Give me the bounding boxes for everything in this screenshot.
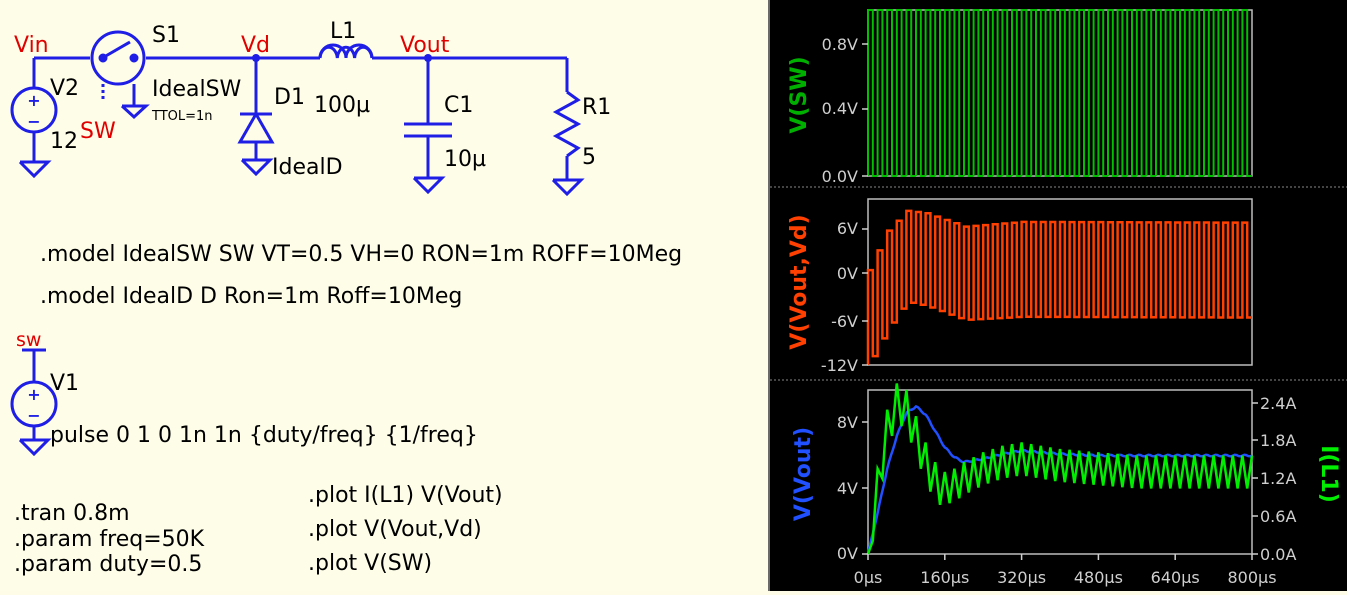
r1-value[interactable]: 5 (582, 145, 596, 170)
v2-minus-sign: − (27, 112, 40, 131)
waveform-canvas[interactable]: 0.8V 0.4V 0.0V V(SW) 6V 0V -6V -12V V(Vo… (770, 0, 1347, 591)
ylabel-vout-vd[interactable]: V(Vout,Vd) (787, 214, 812, 349)
ytick-vd-0: 0V (837, 264, 858, 283)
d1-model[interactable]: IdealD (272, 155, 343, 180)
trace-vout[interactable] (866, 404, 1253, 555)
net-label-vd[interactable]: Vd (241, 33, 270, 58)
plot-pane-vout-vd[interactable]: 6V 0V -6V -12V V(Vout,Vd) (787, 198, 1253, 375)
trace-vsw-path[interactable] (867, 9, 1252, 177)
r1-resistor-symbol[interactable] (552, 90, 582, 158)
directive-param-freq[interactable]: .param freq=50K (14, 527, 205, 552)
v1-plus-sign: + (27, 385, 40, 404)
ytick-vout-8: 8V (837, 413, 858, 432)
l1-name[interactable]: L1 (330, 19, 356, 44)
v1-minus-sign: − (27, 406, 40, 425)
junction-vout (424, 54, 432, 62)
schematic-canvas[interactable]: + − + − Vin Vd Vout SW sw V2 12 S1 Ideal… (0, 0, 768, 591)
net-label-vout[interactable]: Vout (400, 33, 450, 58)
ylabel-vout[interactable]: V(Vout) (791, 427, 816, 521)
ytick-vd-m6: -6V (831, 312, 858, 331)
ground-v2 (18, 160, 52, 179)
junction-vd (252, 54, 260, 62)
xtick-800us: 800µs (1227, 568, 1276, 587)
directive-model-d[interactable]: .model IdealD D Ron=1m Roff=10Meg (40, 284, 462, 309)
directive-tran[interactable]: .tran 0.8m (14, 501, 130, 526)
ylabel-vsw[interactable]: V(SW) (787, 56, 812, 133)
c1-name[interactable]: C1 (444, 93, 473, 118)
plot-frame-il1-vout (867, 389, 1253, 555)
s1-switch-symbol[interactable] (90, 30, 146, 86)
trace-vsw[interactable] (867, 9, 1252, 177)
xtick-480us: 480µs (1074, 568, 1123, 587)
xtick-320us: 320µs (997, 568, 1046, 587)
ytick-il1-0.6: 0.6A (1260, 507, 1296, 526)
v2-value[interactable]: 12 (50, 129, 78, 154)
pane-divider[interactable] (768, 0, 770, 591)
ground-r1 (551, 178, 585, 197)
d1-name[interactable]: D1 (274, 85, 305, 110)
schematic-editor[interactable]: + − + − Vin Vd Vout SW sw V2 12 S1 Ideal… (0, 0, 768, 591)
xtick-160us: 160µs (920, 568, 969, 587)
ground-v1 (18, 438, 52, 457)
ground-d1 (240, 158, 274, 177)
directive-plot-1[interactable]: .plot I(L1) V(Vout) (308, 483, 503, 508)
plot-pane-il1-vout[interactable]: 8V 4V 0V 2.4A 1.8A 1.2A 0.6A 0.0A 0µs 16… (791, 383, 1341, 587)
ytick-il1-0.0: 0.0A (1260, 545, 1296, 564)
directive-plot-2[interactable]: .plot V(Vout,Vd) (308, 517, 482, 542)
xtick-640us: 640µs (1151, 568, 1200, 587)
net-label-sw[interactable]: sw (16, 329, 41, 351)
ytick-vout-0: 0V (837, 544, 858, 563)
s1-param[interactable]: TTOL=1n (151, 109, 213, 124)
ground-c1 (412, 176, 446, 195)
s1-name[interactable]: S1 (152, 23, 180, 48)
ytick-vout-4: 4V (837, 479, 858, 498)
v2-name[interactable]: V2 (50, 76, 79, 101)
plot-pane-vsw[interactable]: 0.8V 0.4V 0.0V V(SW) (787, 9, 1253, 186)
ytick-vd-6: 6V (837, 219, 858, 238)
ytick-vsw-0.4: 0.4V (822, 99, 858, 118)
v1-value[interactable]: pulse 0 1 0 1n 1n {duty/freq} {1/freq} (50, 423, 478, 448)
ytick-il1-1.8: 1.8A (1260, 431, 1296, 450)
ytick-vsw-0.0: 0.0V (822, 167, 858, 186)
ytick-il1-1.2: 1.2A (1260, 469, 1296, 488)
trace-il1[interactable] (866, 383, 1254, 555)
ytick-vd-m12: -12V (821, 356, 858, 375)
waveform-viewer[interactable]: 0.8V 0.4V 0.0V V(SW) 6V 0V -6V -12V V(Vo… (770, 0, 1347, 591)
ground-s1 (120, 104, 150, 120)
r1-name[interactable]: R1 (582, 95, 611, 120)
v2-plus-sign: + (27, 91, 40, 110)
directive-model-sw[interactable]: .model IdealSW SW VT=0.5 VH=0 RON=1m ROF… (40, 242, 682, 267)
net-label-vin[interactable]: Vin (14, 33, 49, 58)
d1-diode-symbol[interactable] (237, 110, 275, 144)
v1-name[interactable]: V1 (50, 371, 79, 396)
ylabel-il1[interactable]: I(L1) (1316, 445, 1341, 503)
s1-model[interactable]: IdealSW (152, 77, 242, 102)
directive-plot-3[interactable]: .plot V(SW) (308, 551, 432, 576)
directive-param-duty[interactable]: .param duty=0.5 (14, 552, 202, 577)
c1-value[interactable]: 10µ (444, 147, 486, 172)
l1-value[interactable]: 100µ (314, 93, 370, 118)
trace-vout-vd[interactable] (866, 209, 1252, 365)
xtick-0us: 0µs (854, 568, 883, 587)
ytick-il1-2.4: 2.4A (1260, 394, 1296, 413)
s1-control-label[interactable]: SW (80, 119, 116, 144)
ytick-vsw-0.8: 0.8V (822, 35, 858, 54)
